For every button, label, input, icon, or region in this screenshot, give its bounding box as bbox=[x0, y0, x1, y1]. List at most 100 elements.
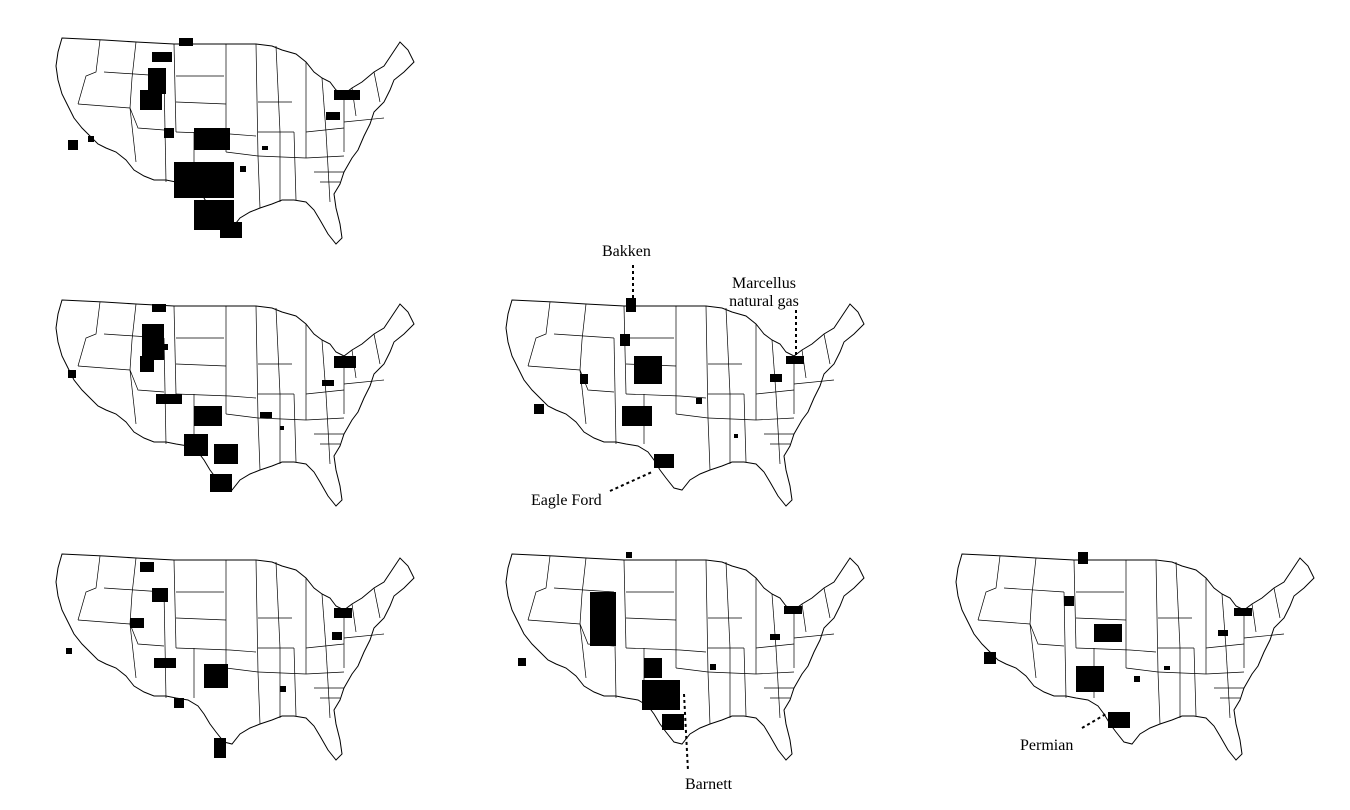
highlighted-counties bbox=[179, 38, 193, 46]
highlighted-counties bbox=[786, 356, 804, 364]
highlighted-counties bbox=[1108, 712, 1130, 728]
state-border bbox=[305, 127, 345, 133]
state-border bbox=[275, 561, 281, 649]
highlighted-counties bbox=[148, 68, 166, 94]
state-border bbox=[321, 77, 327, 133]
highlighted-counties bbox=[984, 652, 996, 664]
state-border bbox=[305, 671, 345, 675]
eagle-ford-label: Eagle Ford bbox=[531, 492, 602, 509]
highlighted-counties bbox=[240, 166, 246, 172]
highlighted-counties bbox=[1218, 630, 1228, 636]
state-border bbox=[679, 395, 707, 399]
state-border bbox=[1129, 649, 1157, 653]
highlighted-counties bbox=[634, 356, 662, 384]
state-border bbox=[707, 417, 757, 421]
state-border bbox=[1063, 591, 1067, 699]
state-border bbox=[325, 393, 331, 465]
highlighted-counties bbox=[1134, 676, 1140, 682]
highlighted-counties bbox=[140, 356, 154, 372]
state-border bbox=[225, 413, 259, 419]
state-border bbox=[305, 643, 345, 649]
highlighted-counties bbox=[580, 374, 588, 384]
state-border bbox=[793, 379, 835, 385]
state-border bbox=[77, 555, 101, 621]
state-border bbox=[77, 301, 101, 367]
state-border bbox=[305, 155, 345, 159]
state-border bbox=[175, 393, 231, 397]
marcellus-label-line2: natural gas bbox=[729, 293, 799, 310]
highlighted-counties bbox=[174, 162, 234, 198]
state-border bbox=[1221, 593, 1227, 649]
state-border bbox=[1205, 671, 1245, 675]
highlighted-counties bbox=[220, 222, 242, 238]
state-border bbox=[325, 647, 331, 719]
state-border bbox=[257, 417, 307, 421]
state-border bbox=[77, 39, 101, 105]
highlighted-counties bbox=[784, 606, 802, 614]
highlighted-counties bbox=[152, 304, 166, 312]
state-border bbox=[129, 369, 137, 425]
state-border bbox=[373, 587, 381, 619]
state-border bbox=[229, 395, 257, 399]
state-border bbox=[351, 603, 357, 633]
state-border bbox=[257, 671, 307, 675]
highlighted-counties bbox=[174, 698, 184, 708]
state-border bbox=[1075, 647, 1131, 651]
state-border bbox=[225, 151, 259, 157]
barnett-label: Barnett bbox=[685, 776, 733, 793]
state-border bbox=[625, 393, 681, 397]
highlighted-counties bbox=[214, 444, 238, 464]
state-border bbox=[175, 363, 227, 367]
state-border bbox=[173, 43, 177, 133]
highlighted-counties bbox=[644, 658, 662, 678]
highlighted-counties bbox=[1076, 666, 1104, 692]
state-border bbox=[173, 559, 177, 649]
highlighted-counties bbox=[142, 324, 164, 360]
state-border bbox=[1225, 647, 1231, 719]
us-map-panel-2 bbox=[55, 299, 415, 507]
highlighted-counties bbox=[1064, 596, 1074, 606]
highlighted-counties bbox=[130, 618, 144, 628]
state-border bbox=[679, 649, 707, 653]
state-border bbox=[1157, 671, 1207, 675]
state-border bbox=[527, 555, 551, 621]
state-border bbox=[343, 633, 385, 639]
state-border bbox=[527, 301, 551, 367]
state-border bbox=[755, 417, 795, 421]
state-border bbox=[707, 671, 757, 675]
highlighted-counties bbox=[322, 380, 334, 386]
state-border bbox=[823, 587, 831, 619]
state-border bbox=[725, 561, 731, 649]
state-border bbox=[725, 307, 731, 395]
state-border bbox=[755, 643, 795, 649]
marcellus-label: Marcellus natural gas bbox=[705, 275, 823, 311]
highlighted-counties bbox=[140, 90, 162, 110]
state-border bbox=[771, 339, 777, 395]
state-border bbox=[225, 667, 259, 673]
state-border bbox=[623, 559, 627, 649]
state-border bbox=[305, 417, 345, 421]
highlighted-counties bbox=[770, 374, 782, 382]
state-border bbox=[1029, 623, 1037, 679]
highlighted-counties bbox=[620, 334, 630, 346]
state-border bbox=[977, 619, 1065, 647]
state-border bbox=[163, 337, 167, 445]
state-border bbox=[755, 671, 795, 675]
us-outline bbox=[55, 553, 415, 761]
highlighted-counties bbox=[334, 356, 356, 368]
us-map-panel-3 bbox=[505, 298, 865, 507]
highlighted-counties bbox=[710, 664, 716, 670]
highlighted-counties bbox=[1234, 608, 1252, 616]
state-border bbox=[625, 617, 677, 621]
us-map-panel-5 bbox=[505, 552, 865, 761]
us-map-panel-4 bbox=[55, 553, 415, 761]
highlighted-counties bbox=[654, 454, 674, 468]
highlighted-counties bbox=[164, 128, 174, 138]
state-border bbox=[743, 647, 747, 717]
highlighted-counties bbox=[204, 664, 228, 688]
highlighted-counties bbox=[332, 632, 342, 640]
state-border bbox=[343, 117, 385, 123]
state-border bbox=[229, 649, 257, 653]
highlighted-counties bbox=[626, 552, 632, 558]
state-border bbox=[325, 131, 331, 203]
